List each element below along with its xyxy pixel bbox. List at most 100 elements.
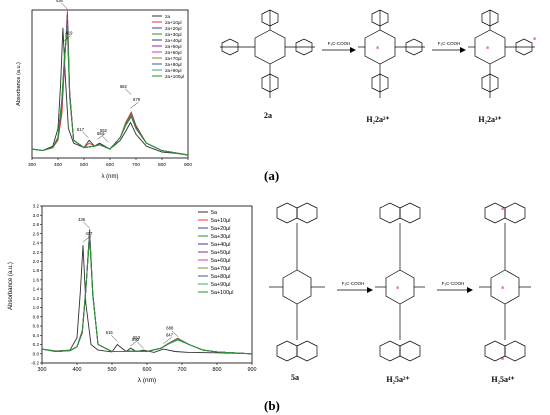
panel-label-b: (b)	[264, 398, 280, 413]
chart-b-x-tick-label: 700	[178, 367, 187, 373]
chart-a-annotation-arrow	[61, 2, 68, 10]
chart-b-y-tick-label: 0.4	[33, 333, 40, 338]
chart-a-series-line	[31, 27, 189, 156]
chart-a-annotation-arrow	[125, 88, 132, 95]
chart-b-y-tick-label: 2.0	[33, 259, 40, 264]
reaction-arrow-2-a-head	[460, 47, 466, 53]
molecule-2a-structure	[220, 9, 315, 98]
chart-b-y-tick-label: 0.6	[33, 324, 40, 329]
chart-a-annotation-arrow	[97, 133, 106, 140]
chart-b-legend-item: 5a+60μl	[211, 258, 230, 264]
reaction-arrow-1-a-head	[350, 47, 356, 53]
chart-b-annotation-label: 647	[166, 333, 174, 338]
arrow-label-a1: F₃C-COOH	[328, 41, 351, 46]
compound-label-h22a2: H₂2a²⁺	[366, 115, 389, 124]
chart-b-annotation-arrow	[163, 337, 172, 344]
chart-b-y-tick-label: 3.0	[33, 213, 40, 218]
molecule-h25a2-structure	[375, 202, 425, 362]
chart-a-annotation-arrow	[62, 35, 72, 42]
compound-label-2a: 2a	[264, 111, 272, 120]
chart-b-y-tick-label: -0.2	[31, 361, 39, 366]
chart-a-annotation-label: 517	[77, 127, 85, 132]
chart-b-y-tick-label: 1.0	[33, 305, 40, 310]
chart-a-annotation-arrow	[130, 102, 139, 109]
reaction-arrow-2-b-head	[467, 287, 473, 293]
compound-label-h25a4: H₂5a⁴⁺	[491, 375, 514, 384]
chart-b-annotation-arrow	[83, 221, 90, 229]
chart-a-x-ticks: 300 400 500 600 700 800 900	[28, 158, 192, 168]
charge-mark-b1: ⊕	[396, 285, 399, 290]
chart-b-y-tick-label: 3.2	[33, 204, 40, 209]
chart-a-xlabel: λ (nm)	[102, 174, 119, 180]
chart-a-x-tick-label: 800	[158, 162, 166, 168]
chart-b-y-tick-label: 1.4	[33, 287, 40, 292]
scheme-b: 5a F₃C-COOH ⊕ H₂5a²⁺ F₃C-COOH ⊕ ⊕ ⊕ H₂5a…	[269, 202, 531, 384]
chart-b-y-tick-label: 1.2	[33, 296, 40, 301]
chart-a-legend-item: 2a	[165, 14, 171, 19]
chart-b-y-tick-label: 2.2	[33, 250, 40, 255]
chart-a-legend-item: 2a+10μl	[165, 20, 182, 25]
chart-b-y-tick-label: 1.6	[33, 277, 40, 282]
chart-a-x-tick-label: 700	[132, 162, 140, 168]
chart-a-legend-item: 2a+60μl	[165, 50, 182, 55]
chart-a-legend-item: 2a+70μl	[165, 56, 182, 61]
scheme-a: 2a F₃C-COOH ⊕ H₂2a²⁺ F₃C-COOH ⊕ ⊕ H₂2a³⁺	[220, 9, 536, 124]
charge-mark-1: ⊕	[376, 45, 379, 50]
chart-b-legend-item: 5a+40μl	[211, 242, 230, 248]
chart-a-legend-item: 2a+40μl	[165, 38, 182, 43]
chart-a-annotation-label: 436	[56, 0, 64, 3]
chart-b-y-tick-label: 0.0	[33, 351, 40, 356]
chart-a-annotation-arrow	[102, 136, 109, 143]
chart-a-x-tick-label: 300	[28, 162, 36, 168]
chart-b-y-tick-label: 2.4	[33, 241, 40, 246]
chart-b-annotation-label: 436	[78, 217, 86, 222]
chart-b-x-tick-label: 400	[73, 367, 82, 373]
chart-b-annotation-arrow	[171, 330, 178, 337]
chart-b-legend-item: 5a+70μl	[211, 266, 230, 272]
chart-b-annotation-arrow	[137, 342, 144, 349]
compound-label-h25a2: H₂5a²⁺	[386, 375, 409, 384]
chart-a-legend-item: 2a+30μl	[165, 32, 182, 37]
charge-mark-3: ⊕	[533, 36, 536, 41]
chart-a-legend: 2a2a+10μl2a+20μl2a+30μl2a+40μl2a+50μl2a+…	[152, 14, 184, 79]
chart-b-x-tick-label: 800	[213, 367, 222, 373]
chart-b-annotation-label: 688	[166, 326, 174, 331]
chart-a-ylabel: Absorbance (a.u.)	[16, 62, 22, 106]
molecule-h25a4-structure	[479, 202, 531, 362]
chart-a-legend-item: 2a+100μl	[165, 74, 184, 79]
chart-b-legend-item: 5a+50μl	[211, 250, 230, 256]
chart-a-x-tick-label: 600	[106, 162, 114, 168]
chart-b-annotation-arrow	[111, 335, 118, 342]
chart-a-legend-item: 2a+20μl	[165, 26, 182, 31]
molecule-h22a2-structure	[358, 9, 425, 98]
chart-b-annotation-arrow	[82, 235, 92, 243]
chart-b-legend-item: 5a+20μl	[211, 226, 230, 232]
chart-a-legend-item: 2a+80μl	[165, 62, 182, 67]
charge-mark-b2: ⊕	[501, 285, 504, 290]
panel-label-a: (a)	[264, 168, 280, 183]
chart-b-legend-item: 5a	[211, 210, 217, 216]
chart-a-series-line	[31, 29, 189, 156]
chart-b-y-tick-label: 1.8	[33, 268, 40, 273]
chart-a-annotation-label: 682	[120, 84, 128, 89]
chart-b-x-tick-label: 900	[248, 367, 257, 373]
arrow-label-a2: F₃C-COOH	[438, 41, 461, 46]
chart-a-x-tick-label: 500	[80, 162, 88, 168]
chart-b-y-tick-label: 2.6	[33, 231, 40, 236]
compound-label-5a: 5a	[291, 373, 299, 382]
chart-b-xlabel: λ (nm)	[138, 377, 156, 384]
reaction-arrow-1-b-head	[367, 287, 373, 293]
charge-mark-b3: ⊕	[501, 206, 504, 211]
chart-b-x-tick-label: 500	[108, 367, 117, 373]
chart-a-legend-item: 2a+50μl	[165, 44, 182, 49]
chart-b-series-line	[41, 245, 253, 355]
chart-b-legend-item: 5a+30μl	[211, 234, 230, 240]
chart-b-legend: 5a 5a+10μl 5a+20μl 5a+30μl 5a+40μl 5a+50μl 5a+…	[198, 210, 233, 296]
chart-a-annotation-arrow	[82, 131, 89, 138]
chart-b-y-ticks: -0.2 0.0 0.2 0.4 0.6 0.8 1.0 1.2 1.4 1.6 1.8 2.0 2.2…	[31, 204, 42, 366]
chart-b-annotation-label: 553	[133, 335, 141, 340]
chart-b-annotation-label: 417	[85, 231, 93, 236]
chart-b-y-tick-label: 0.8	[33, 314, 40, 319]
chart-a-x-tick-label: 900	[184, 162, 192, 168]
